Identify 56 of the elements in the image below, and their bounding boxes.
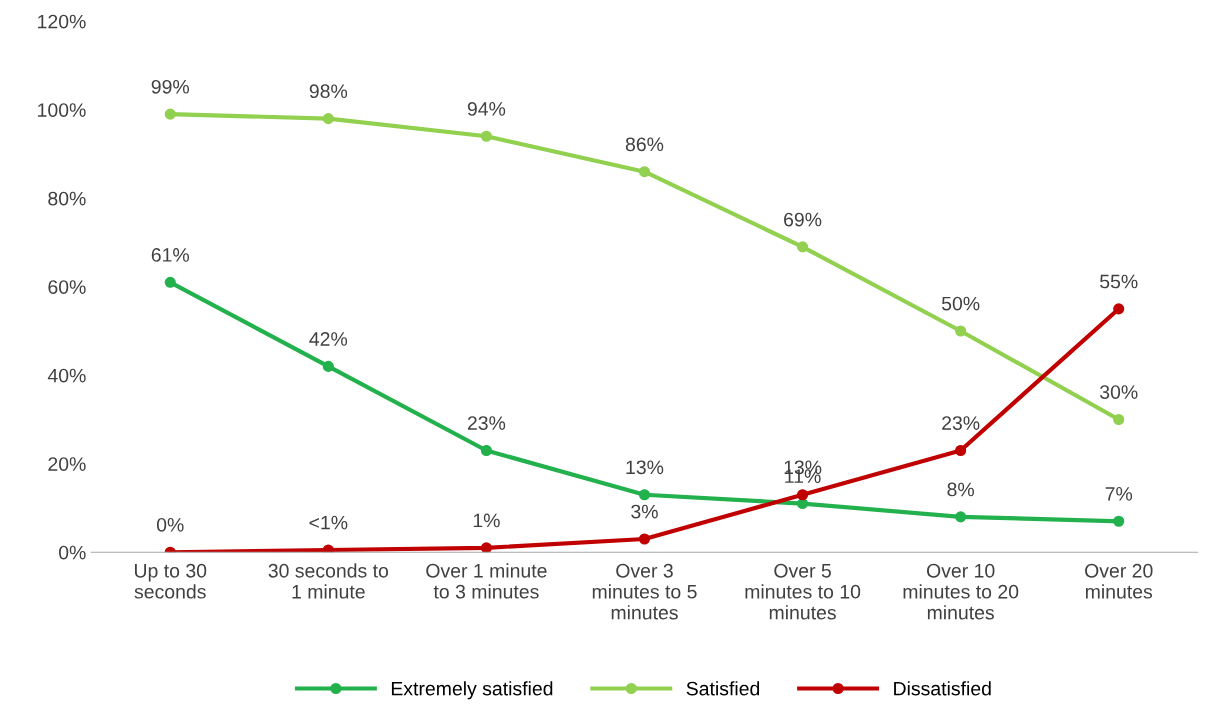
point xyxy=(797,489,809,501)
point xyxy=(322,544,334,553)
legend-label: Extremely satisfied xyxy=(391,681,553,700)
x-tick-label: Over 5 minutes to 10 minutes xyxy=(745,563,861,620)
data-label: 0% xyxy=(156,517,184,532)
point xyxy=(480,444,492,457)
point xyxy=(164,276,176,288)
data-label: 30% xyxy=(1100,385,1138,399)
point xyxy=(955,325,967,337)
point xyxy=(322,360,334,372)
y-tick-label: 0% xyxy=(59,545,86,560)
point xyxy=(638,166,651,178)
data-label: 94% xyxy=(467,102,506,116)
data-label: 3% xyxy=(631,504,658,519)
data-label: 42% xyxy=(309,332,348,346)
point xyxy=(797,498,809,510)
data-label: 55% xyxy=(1100,274,1138,289)
data-label: 23% xyxy=(942,416,980,430)
data-label: <1% xyxy=(309,515,348,530)
y-tick-label: 80% xyxy=(48,191,86,206)
x-tick-label: Over 3 minutes to 5 minutes xyxy=(592,563,697,620)
data-label: 23% xyxy=(467,416,506,430)
data-label: 61% xyxy=(151,248,190,262)
point xyxy=(638,489,651,501)
point xyxy=(480,130,492,142)
data-label: 7% xyxy=(1105,487,1133,501)
y-tick-label: 120% xyxy=(38,14,86,29)
point xyxy=(638,533,651,545)
point xyxy=(1113,515,1125,527)
data-label: 50% xyxy=(941,296,980,311)
point xyxy=(164,108,176,120)
x-tick-label: Over 1 minute to 3 minutes xyxy=(426,563,547,599)
point xyxy=(1113,303,1125,315)
x-tick-label: 30 seconds to 1 minute xyxy=(268,563,389,599)
data-label: 8% xyxy=(947,482,974,497)
y-tick-label: 40% xyxy=(47,368,86,383)
point xyxy=(480,542,492,553)
point xyxy=(797,241,809,253)
point xyxy=(322,113,334,125)
point xyxy=(955,444,967,457)
y-tick-label: 100% xyxy=(38,103,86,117)
x-tick-label: Up to 30 seconds xyxy=(134,563,207,599)
data-label: 99% xyxy=(151,79,190,94)
legend-label: Satisfied xyxy=(686,681,760,696)
data-label: 1% xyxy=(473,513,500,528)
y-tick-label: 20% xyxy=(48,457,86,471)
data-label: 69% xyxy=(784,212,822,227)
legend-label: Dissatisfied xyxy=(894,681,991,696)
x-tick-label: Over 10 minutes to 20 minutes xyxy=(903,563,1019,620)
data-label: 86% xyxy=(625,137,664,152)
y-tick-label: 60% xyxy=(48,280,86,294)
data-label: 13% xyxy=(626,460,664,475)
x-tick-label: Over 20 minutes xyxy=(1085,563,1153,599)
data-label: 98% xyxy=(309,84,348,99)
point xyxy=(955,511,967,523)
point xyxy=(1113,413,1125,426)
